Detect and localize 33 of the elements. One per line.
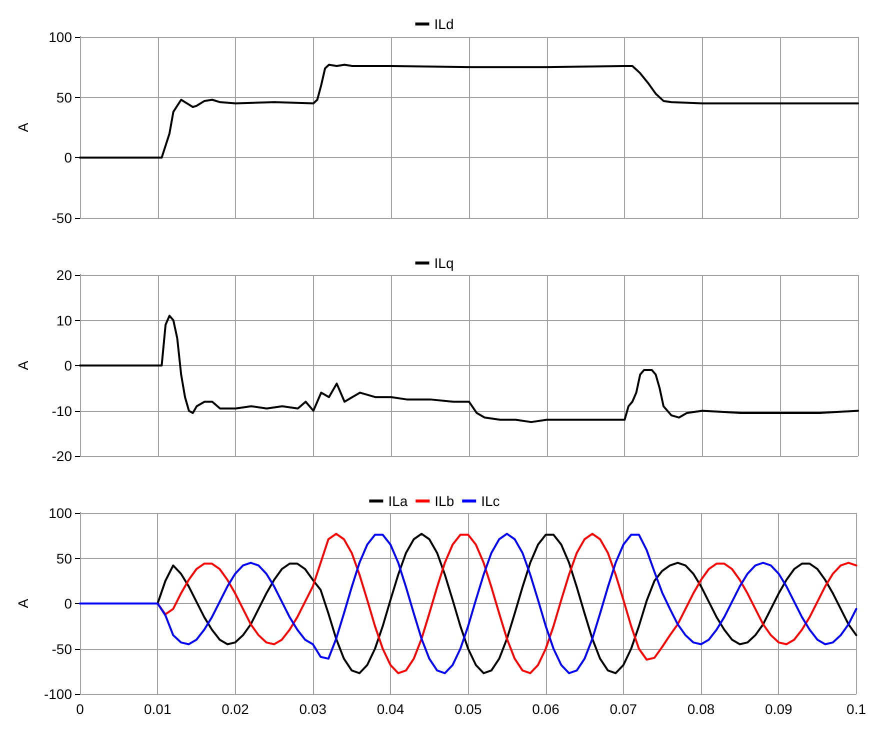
- legend-label: ILc: [481, 493, 500, 509]
- x-tick-label: 0.09: [765, 701, 792, 717]
- legend-label: ILb: [434, 493, 454, 509]
- legend-label: ILq: [434, 255, 454, 271]
- y-tick-label: 100: [48, 29, 72, 45]
- y-tick-label: 0: [64, 358, 72, 374]
- y-tick-label: 0: [64, 596, 72, 612]
- y-axis-title: A: [15, 122, 31, 132]
- y-tick-label: -50: [52, 640, 72, 657]
- y-axis-title: A: [15, 598, 31, 608]
- x-tick-label: 0.05: [454, 701, 482, 717]
- y-axis-title: A: [15, 360, 31, 370]
- x-tick-label: 0.1: [846, 701, 866, 717]
- y-tick-label: 0: [64, 150, 72, 166]
- y-tick-label: 100: [48, 505, 72, 521]
- x-tick-label: 0.02: [222, 701, 250, 717]
- x-tick-label: 0.07: [610, 701, 638, 717]
- y-tick-label: -50: [52, 210, 72, 226]
- x-tick-label: 0: [76, 701, 84, 717]
- x-tick-label: 0.03: [299, 701, 327, 717]
- y-tick-label: 20: [56, 267, 72, 283]
- y-tick-label: 10: [56, 312, 72, 328]
- x-tick-label: 0.06: [532, 701, 560, 717]
- x-tick-label: 0.01: [144, 701, 172, 717]
- y-tick-label: 50: [56, 550, 72, 566]
- legend-label: ILa: [388, 493, 408, 509]
- y-tick-label: -20: [52, 448, 72, 464]
- legend-label: ILd: [434, 16, 454, 32]
- x-tick-label: 0.04: [376, 701, 404, 717]
- x-tick-label: 0.08: [687, 701, 715, 717]
- y-tick-label: -10: [52, 402, 72, 419]
- y-tick-label: -100: [44, 686, 72, 702]
- y-tick-label: 50: [56, 89, 72, 106]
